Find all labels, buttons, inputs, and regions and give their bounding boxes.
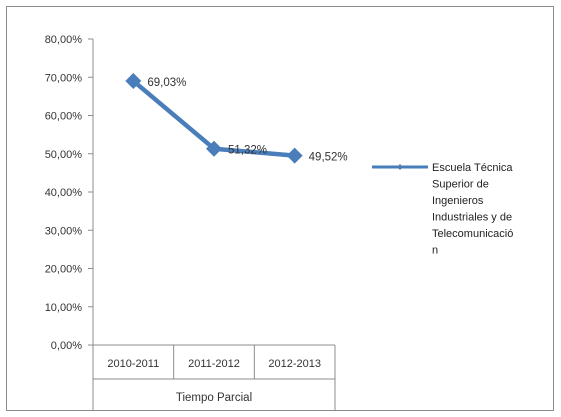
y-tick-label: 0,00% <box>51 340 82 352</box>
x-tick-label: 2012-2013 <box>268 358 321 370</box>
legend-marker <box>397 164 403 170</box>
y-tick-label: 10,00% <box>45 302 83 314</box>
category-table: 2010-2011 2011-2012 2012-2013 <box>92 345 336 410</box>
y-tick-label: 50,00% <box>45 149 83 161</box>
data-label: 51,32% <box>228 145 267 157</box>
y-tick-label: 20,00% <box>45 264 83 276</box>
data-label: 49,52% <box>309 152 348 164</box>
y-tick-label: 40,00% <box>45 187 83 199</box>
data-point-marker <box>206 140 222 157</box>
x-tick-label: 2011-2012 <box>188 358 240 370</box>
x-axis-label: Tiempo Parcial <box>176 392 252 404</box>
y-tick-label: 30,00% <box>45 225 83 237</box>
y-tick-labels: 0,00% 10,00% 20,00% 30,00% 40,00% 50,00% 60,00… <box>45 34 83 352</box>
legend-entry-text: Telecomunicació <box>432 228 513 240</box>
axes <box>88 38 335 346</box>
legend-entry-text: Escuela Técnica <box>432 162 513 174</box>
legend-entry-text: Ingenieros <box>432 195 484 207</box>
legend-entry-text: n <box>432 245 438 257</box>
data-point-marker <box>125 72 142 89</box>
data-label: 69,03% <box>147 77 186 89</box>
legend-entry-text: Industriales y de <box>432 212 512 224</box>
y-tick-label: 70,00% <box>45 72 83 84</box>
data-point-marker <box>286 147 303 164</box>
legend: Escuela Técnica Superior de Ingenieros Indu… <box>372 162 513 257</box>
legend-entry-text: Superior de <box>432 179 489 191</box>
x-tick-label: 2010-2011 <box>107 358 159 370</box>
y-tick-label: 80,00% <box>45 34 83 46</box>
chart-frame <box>6 6 554 411</box>
y-tick-label: 60,00% <box>45 111 83 123</box>
series-group: 69,03% 51,32% 49,52% <box>125 72 348 164</box>
